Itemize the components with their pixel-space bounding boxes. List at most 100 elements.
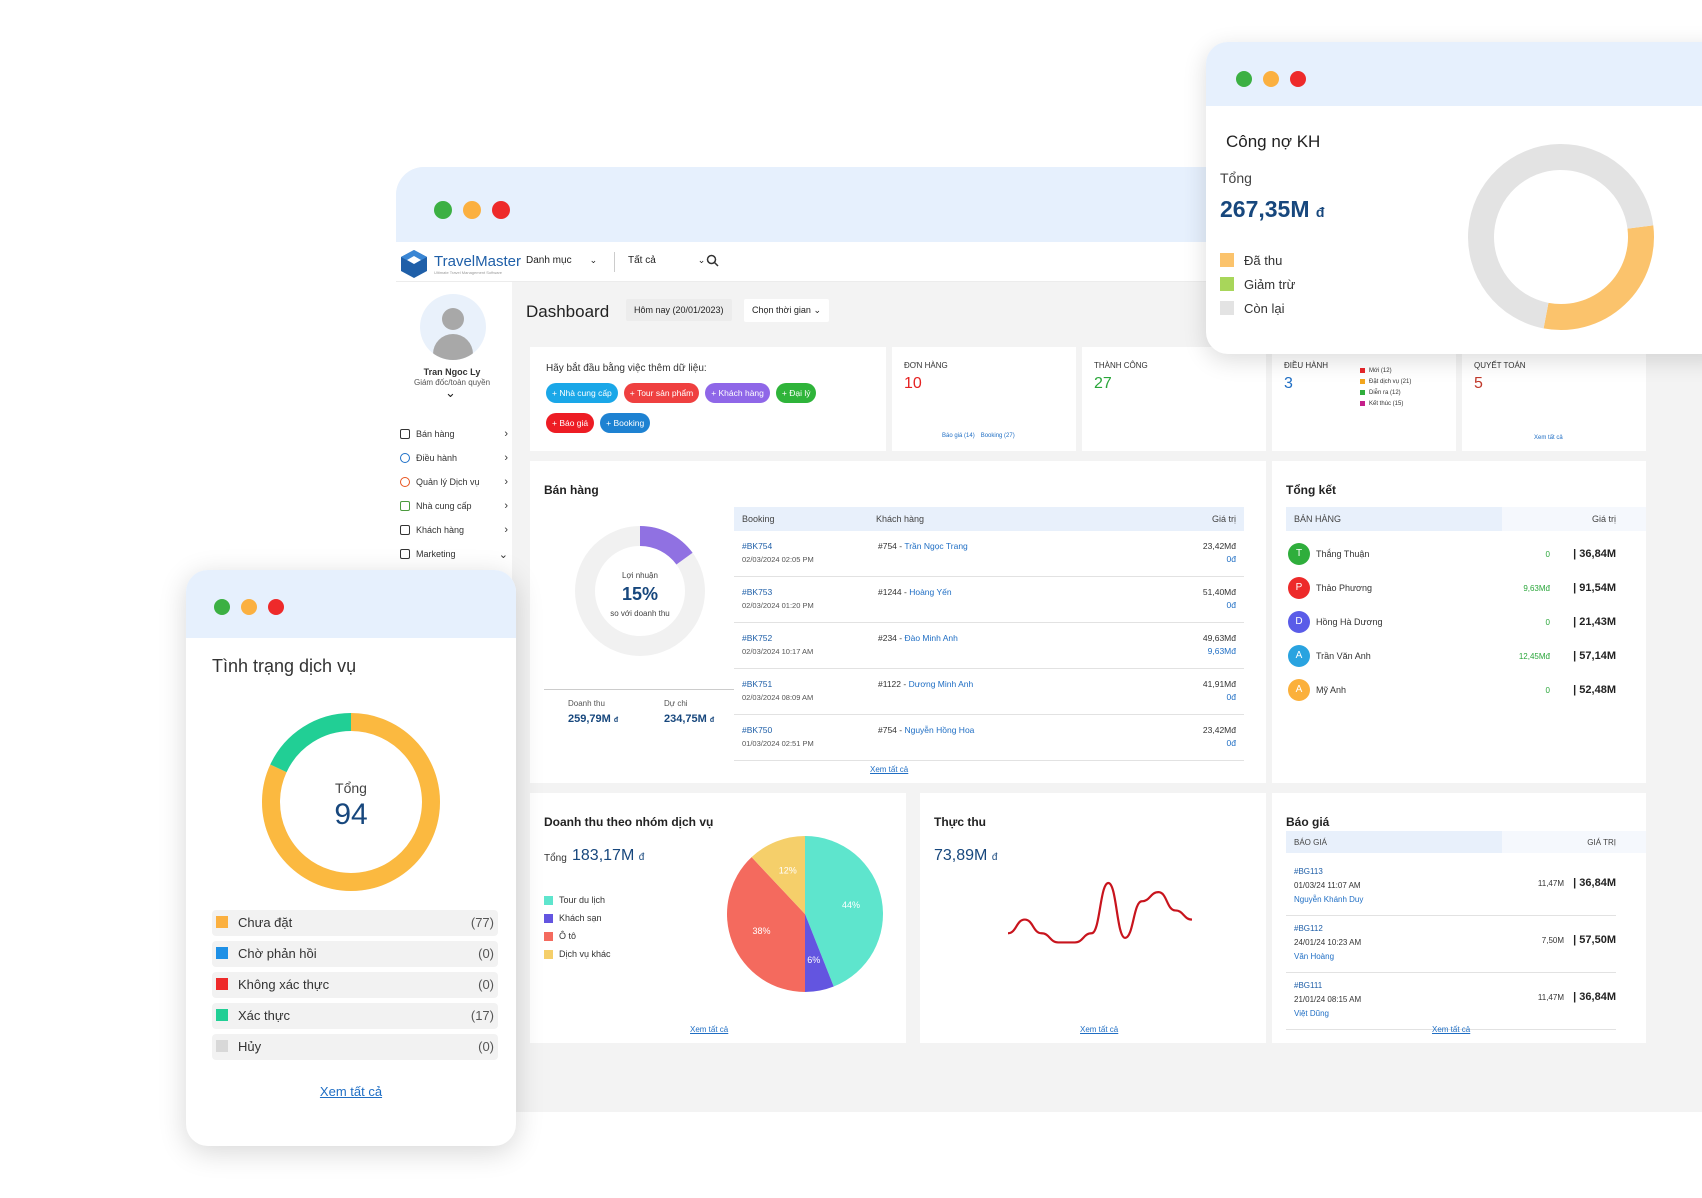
menu-dropdown[interactable]: Danh mục ⌄ [526,255,598,266]
quote-code[interactable]: #BG111 [1294,981,1323,990]
ban-hang-see-all-link[interactable]: Xem tất cả [870,765,909,774]
table-row[interactable]: #BK750 01/03/2024 02:51 PM #754 - Nguyễn H… [734,715,1244,761]
donut-segment[interactable] [262,713,440,891]
tinh-trang-title: Tình trạng dịch vụ [212,656,357,676]
booking-code[interactable]: #BK753 [742,587,773,597]
status-item[interactable]: Không xác thực (0) [212,972,498,998]
pie-slice[interactable] [751,836,805,914]
donut-segment[interactable] [1543,225,1654,330]
avatar: D [1288,611,1310,633]
customer-link[interactable]: Đào Minh Anh [904,633,958,643]
booking-code[interactable]: #BK750 [742,725,773,735]
customer-link[interactable]: Nguyễn Hồng Hoa [904,725,975,735]
pie-slice-label: 44% [842,900,860,910]
list-item[interactable]: D Hồng Hà Dương 0 | 21,43M [1286,609,1616,643]
status-item[interactable]: Chờ phản hồi (0) [212,941,498,967]
window-minimize-dot[interactable] [241,599,257,615]
quote-customer[interactable]: Văn Hoàng [1294,952,1335,961]
table-row[interactable]: #BK754 02/03/2024 02:05 PM #754 - Trần Ngọ… [734,531,1244,577]
time-select[interactable]: Chọn thời gian ⌄ [744,299,830,322]
status-item[interactable]: Chưa đặt (77) [212,910,498,936]
list-item[interactable]: #BG111 21/01/24 08:15 AM Việt Dũng 11,47M | … [1286,973,1616,1030]
chevron-right-icon: › [504,524,508,536]
total-value: | 57,14M [1573,650,1616,662]
stat-thanh-cong[interactable]: THÀNH CÔNG 27 [1082,347,1266,451]
status-item[interactable]: Xác thực (17) [212,1003,498,1029]
sidebar-item[interactable]: Nhà cung cấp › [400,494,508,518]
sidebar-item[interactable]: Quản lý Dịch vụ › [400,470,508,494]
list-item[interactable]: #BG113 01/03/24 11:07 AM Nguyễn Khánh Duy 1… [1286,859,1616,916]
window-close-dot[interactable] [492,201,510,219]
table-row[interactable]: #BK752 02/03/2024 10:17 AM #234 - Đào Minh… [734,623,1244,669]
stat-quyet-toan[interactable]: QUYẾT TOÁN 5 Xem tất cả [1462,347,1646,451]
quyet-toan-see-all-link[interactable]: Xem tất cả [1534,435,1563,441]
tinh-trang-window: Tình trạng dịch vụ Tổng 94 Chưa đặt (77) C… [186,570,516,1146]
booking-code[interactable]: #BK754 [742,541,773,551]
filter-dropdown[interactable]: Tất cả ⌄ [628,255,706,266]
list-item[interactable]: A Trần Văn Anh 12,45Mđ | 57,14M [1286,643,1616,677]
window-maximize-dot[interactable] [214,599,230,615]
pie-slice[interactable] [727,857,805,992]
quote-customer[interactable]: Việt Dũng [1294,1009,1329,1018]
donut-segment[interactable] [270,713,352,773]
list-item[interactable]: T Thắng Thuận 0 | 36,84M [1286,541,1616,575]
quick-add-button[interactable]: + Đại lý [775,383,817,403]
quick-add-button[interactable]: + Khách hàng [705,383,770,403]
avatar[interactable] [420,294,486,360]
search-icon[interactable] [706,254,719,272]
quote-code[interactable]: #BG112 [1294,924,1323,933]
list-item[interactable]: #BG112 24/01/24 10:23 AM Văn Hoàng 7,50M | 5… [1286,916,1616,973]
customer: #1122 - Dương Minh Anh [878,679,974,689]
status-label: Không xác thực [238,977,330,992]
customer-link[interactable]: Dương Minh Anh [908,679,974,689]
status-label: Chưa đặt [238,915,293,930]
sidebar-item[interactable]: Khách hàng › [400,518,508,542]
customer-link[interactable]: Trần Ngọc Trang [904,541,968,551]
logo[interactable]: TravelMaster Ultimate Travel Management … [398,248,521,280]
status-item[interactable]: Hủy (0) [212,1034,498,1060]
booking-date: 01/03/2024 02:51 PM [742,739,814,748]
legend-item: Đã thu [1220,248,1295,272]
quick-add-button[interactable]: + Booking [600,413,651,433]
window-close-dot[interactable] [1290,71,1306,87]
sidebar-item[interactable]: Điều hành › [400,446,508,470]
window-minimize-dot[interactable] [1263,71,1279,87]
window-maximize-dot[interactable] [434,201,452,219]
window-close-dot[interactable] [268,599,284,615]
booking-link[interactable]: Booking (27) [980,433,1015,439]
quick-add-button[interactable]: + Báo giá [546,413,595,433]
sidebar-item[interactable]: Marketing ⌄ [400,542,508,566]
cong-no-titlebar [1206,42,1702,106]
donut-segment[interactable] [1468,144,1654,329]
window-maximize-dot[interactable] [1236,71,1252,87]
user-menu-chevron-icon[interactable]: ⌄ [445,385,456,400]
booking-code[interactable]: #BK751 [742,679,773,689]
quote-customer[interactable]: Nguyễn Khánh Duy [1294,895,1364,904]
doanh-thu-see-all-link[interactable]: Xem tất cả [690,1025,729,1034]
stat-value: 27 [1094,375,1112,392]
list-item[interactable]: P Thảo Phương 9,63Mđ | 91,54M [1286,575,1616,609]
quick-add-button[interactable]: + Tour sản phẩm [623,383,700,403]
legend-swatch [1360,390,1365,395]
quote-date: 01/03/24 11:07 AM [1294,881,1361,890]
booking-code[interactable]: #BK752 [742,633,773,643]
sidebar-item[interactable]: Bán hàng › [400,422,508,446]
pie-slice[interactable] [805,836,883,987]
quote-code[interactable]: #BG113 [1294,867,1323,876]
pie-slice[interactable] [805,914,834,992]
legend-item: Dịch vụ khác [544,945,611,963]
table-row[interactable]: #BK751 02/03/2024 08:09 AM #1122 - Dương M… [734,669,1244,715]
today-button[interactable]: Hôm nay (20/01/2023) [626,299,732,321]
quick-add-button[interactable]: + Nhà cung cấp [546,383,618,403]
tinh-trang-see-all-link[interactable]: Xem tất cả [319,1084,383,1099]
table-row[interactable]: #BK753 02/03/2024 01:20 PM #1244 - Hoàng Y… [734,577,1244,623]
window-minimize-dot[interactable] [463,201,481,219]
thuc-thu-see-all-link[interactable]: Xem tất cả [1080,1025,1119,1034]
small-value: 7,50M [1541,936,1564,945]
bao-gia-link[interactable]: Báo giá (14) [942,433,975,439]
stat-don-hang[interactable]: ĐƠN HÀNG 10 Báo giá (14) Booking (27) [892,347,1076,451]
list-item[interactable]: A Mỹ Anh 0 | 52,48M [1286,677,1616,711]
stat-dieu-hanh[interactable]: ĐIỀU HÀNH 3 Mới (12) Đặt dịch vụ (21) Diễn… [1272,347,1456,451]
bao-gia-see-all-link[interactable]: Xem tất cả [1432,1025,1471,1034]
customer-link[interactable]: Hoàng Yến [909,587,952,597]
